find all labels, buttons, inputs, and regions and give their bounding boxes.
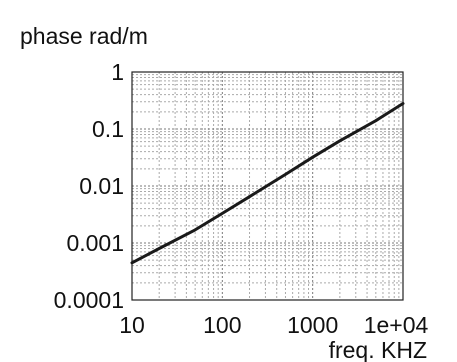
y-tick-label: 0.01 [79, 173, 124, 199]
y-tick-label: 0.0001 [54, 287, 124, 313]
y-axis-label: phase rad/m [20, 23, 148, 49]
series-line [130, 102, 405, 265]
x-tick-labels: 10 100 1000 1e+04 [119, 312, 428, 338]
x-axis-label: freq. KHZ [329, 337, 427, 362]
plot-frame [131, 71, 404, 301]
chart-grid [132, 72, 403, 300]
y-tick-label: 0.1 [92, 116, 124, 142]
y-tick-labels: 1 0.1 0.01 0.001 0.0001 [54, 59, 124, 313]
y-tick-label: 0.001 [66, 230, 124, 256]
y-tick-label: 1 [111, 59, 124, 85]
x-tick-label: 1000 [287, 312, 338, 338]
x-tick-label: 10 [119, 312, 145, 338]
x-tick-label: 1e+04 [364, 312, 429, 338]
x-tick-label: 100 [203, 312, 241, 338]
series-group [130, 102, 405, 265]
